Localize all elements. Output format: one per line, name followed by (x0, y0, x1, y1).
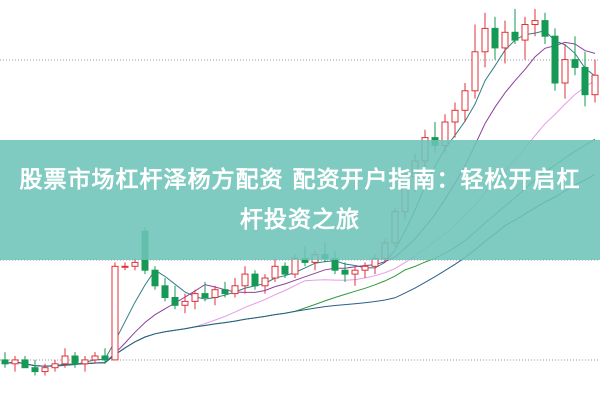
candle-down (341, 269, 349, 275)
candle-up (531, 20, 539, 26)
candle-up (361, 265, 369, 271)
candle-up (521, 24, 529, 41)
candle-down (31, 367, 39, 373)
candle-up (81, 359, 89, 365)
candle-up (91, 355, 99, 361)
article-title: 股票市场杠杆泽杨方配资 配资开户指南：轻松开启杠杆投资之旅 (19, 167, 581, 233)
candle-down (221, 289, 229, 295)
candle-up (181, 300, 189, 306)
candle-down (551, 35, 559, 84)
candle-down (1, 359, 9, 365)
candle-down (541, 20, 549, 37)
candle-down (581, 66, 589, 96)
candle-up (481, 27, 489, 53)
candle-up (121, 265, 129, 268)
candle-up (501, 31, 509, 49)
candle-up (211, 289, 219, 299)
candle-up (241, 273, 249, 287)
title-banner: 股票市场杠杆泽杨方配资 配资开户指南：轻松开启杠杆投资之旅 (0, 140, 600, 260)
candle-down (21, 359, 29, 369)
candle-up (471, 51, 479, 92)
candle-up (191, 293, 199, 302)
candle-up (51, 363, 59, 369)
candle-down (511, 31, 519, 41)
candle-up (451, 109, 459, 123)
candle-down (251, 273, 259, 287)
candle-up (231, 285, 239, 295)
candle-up (591, 74, 599, 96)
candle-down (201, 293, 209, 299)
candle-down (161, 285, 169, 298)
candle-up (271, 265, 279, 279)
candle-up (11, 359, 19, 365)
candle-down (571, 59, 579, 68)
candle-up (291, 258, 299, 275)
candle-up (461, 90, 469, 111)
candle-down (491, 27, 499, 49)
candle-up (561, 59, 569, 84)
candle-up (111, 265, 119, 361)
candle-down (101, 355, 109, 361)
candle-up (61, 355, 69, 365)
candle-down (171, 297, 179, 306)
candle-up (351, 269, 359, 275)
candle-up (41, 367, 49, 373)
candle-down (71, 355, 79, 365)
candle-down (331, 258, 339, 271)
candle-down (151, 269, 159, 287)
candle-down (281, 265, 289, 275)
candle-up (131, 261, 139, 267)
candle-up (261, 277, 269, 287)
